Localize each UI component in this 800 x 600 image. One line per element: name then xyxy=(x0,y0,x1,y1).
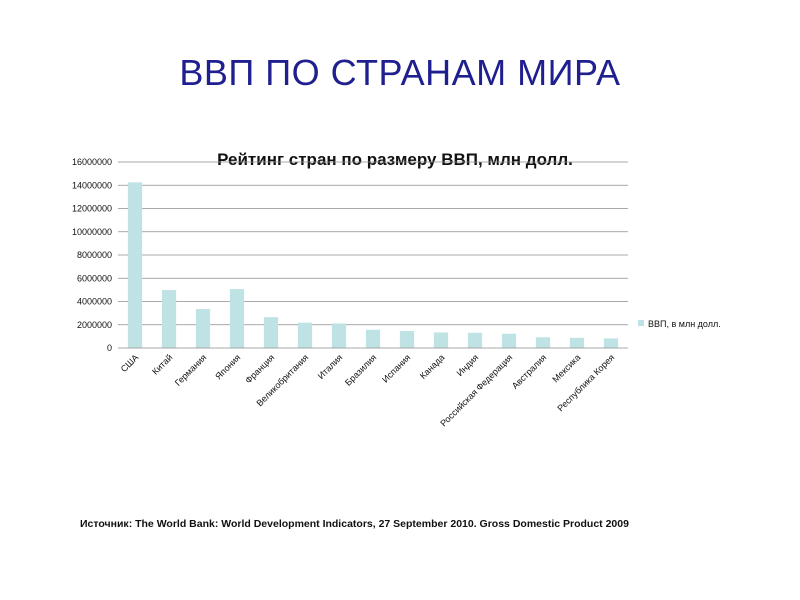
slide-title: ВВП ПО СТРАНАМ МИРА xyxy=(179,52,621,93)
bar xyxy=(501,333,517,348)
bar xyxy=(467,332,483,348)
gridlines xyxy=(118,161,628,326)
x-tick-label: Испания xyxy=(380,352,412,384)
x-tick-label: США xyxy=(119,352,141,374)
legend-swatch xyxy=(638,320,644,326)
y-tick-label: 16000000 xyxy=(72,157,112,167)
x-tick-label: Италия xyxy=(316,352,345,381)
bar xyxy=(263,317,279,348)
x-tick-label: Мексика xyxy=(550,352,582,384)
bar xyxy=(331,323,347,348)
chart-title: Рейтинг стран по размеру ВВП, млн долл. xyxy=(217,150,573,169)
y-axis-ticks: 0 2000000 4000000 6000000 8000000 10000000 120… xyxy=(72,157,112,353)
x-tick-label: Германия xyxy=(173,352,209,388)
y-tick-label: 4000000 xyxy=(77,297,112,307)
x-tick-label: Франция xyxy=(243,352,276,385)
bar xyxy=(399,331,415,348)
x-tick-label: Бразилия xyxy=(343,352,379,388)
x-tick-label: Республика Корея xyxy=(555,352,616,413)
y-tick-label: 8000000 xyxy=(77,250,112,260)
y-tick-label: 0 xyxy=(107,343,112,353)
bar xyxy=(535,337,551,348)
y-tick-label: 2000000 xyxy=(77,320,112,330)
x-tick-label: Китай xyxy=(150,352,174,376)
y-tick-label: 10000000 xyxy=(72,227,112,237)
bar xyxy=(569,337,585,348)
x-tick-label: Российская Федерация xyxy=(438,352,514,428)
bars xyxy=(127,182,619,348)
x-tick-label: Канада xyxy=(418,352,447,381)
legend: ВВП, в млн долл. xyxy=(638,319,721,329)
bar xyxy=(229,289,245,348)
x-tick-label: Австралия xyxy=(510,352,549,391)
bar xyxy=(195,309,211,348)
bar xyxy=(127,182,143,348)
y-tick-label: 6000000 xyxy=(77,273,112,283)
y-tick-label: 12000000 xyxy=(72,204,112,214)
bar xyxy=(365,329,381,348)
x-tick-label: Индия xyxy=(455,352,481,378)
bar xyxy=(161,290,177,348)
source-note: Источник: The World Bank: World Developm… xyxy=(80,518,629,530)
bar xyxy=(603,338,619,348)
legend-label: ВВП, в млн долл. xyxy=(648,319,721,329)
bar xyxy=(297,322,313,348)
x-tick-label: Япония xyxy=(213,352,242,381)
bar xyxy=(433,332,449,348)
y-tick-label: 14000000 xyxy=(72,180,112,190)
